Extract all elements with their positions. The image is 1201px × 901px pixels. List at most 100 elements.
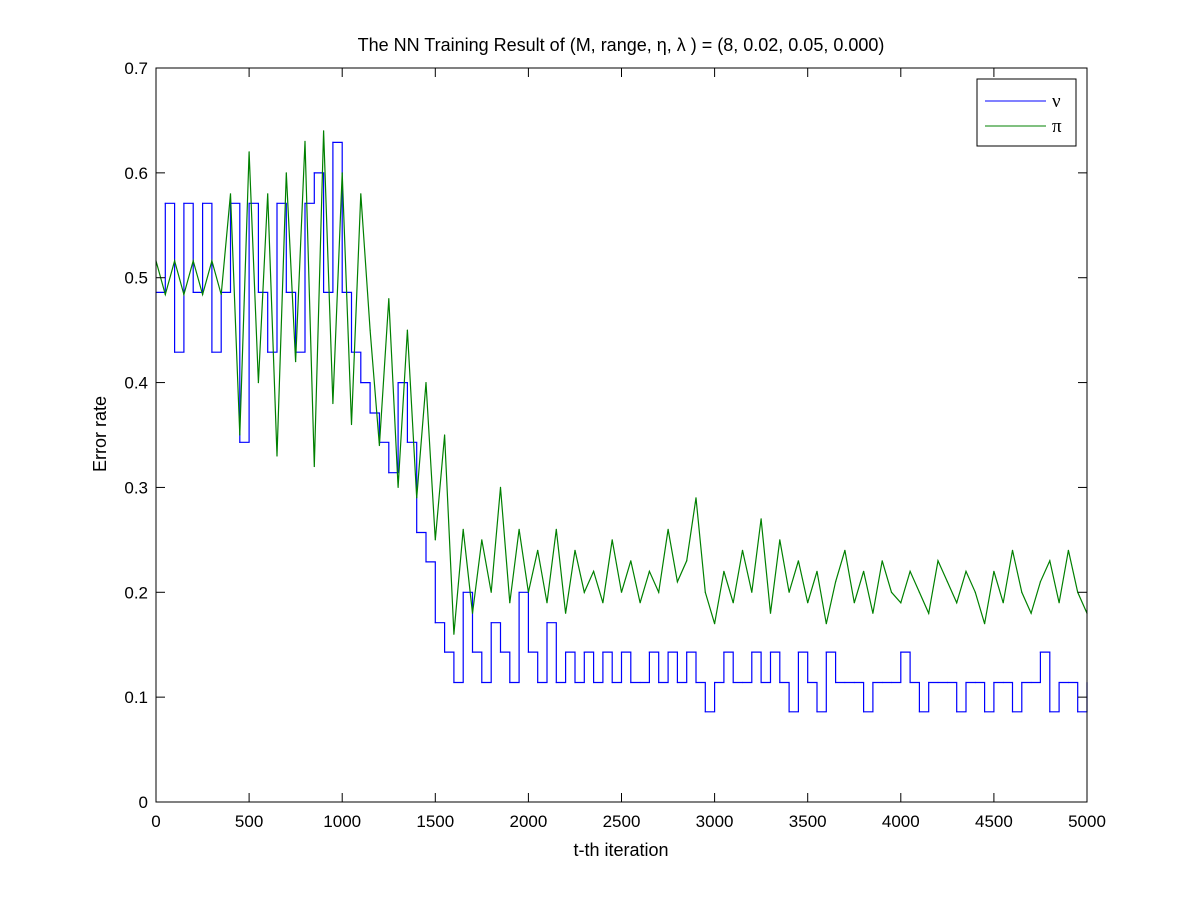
data-point — [956, 711, 958, 713]
data-point — [406, 329, 408, 331]
data-point — [518, 591, 520, 593]
data-point — [211, 260, 213, 262]
data-point — [388, 472, 390, 474]
data-point — [741, 681, 744, 684]
data-point — [965, 681, 967, 684]
data-point — [360, 382, 362, 384]
data-point — [984, 711, 986, 713]
data-point — [276, 202, 278, 204]
data-point — [1030, 681, 1032, 684]
data-point — [779, 681, 781, 684]
data-point — [341, 172, 343, 174]
data-point — [537, 681, 539, 684]
data-point — [211, 351, 213, 353]
y-tick-label: 0.4 — [124, 374, 148, 393]
data-point — [1049, 560, 1051, 562]
data-point — [946, 681, 949, 684]
data-point — [425, 382, 427, 384]
data-point — [667, 528, 669, 531]
data-point — [844, 549, 846, 551]
data-point — [658, 591, 660, 593]
data-point — [900, 651, 902, 653]
data-point — [565, 612, 567, 614]
x-tick-label: 1500 — [416, 812, 454, 831]
data-point — [788, 591, 790, 593]
data-point — [509, 681, 511, 684]
data-point — [360, 193, 362, 195]
data-point — [248, 151, 250, 153]
data-point — [574, 549, 576, 551]
data-point — [993, 570, 995, 572]
data-point — [323, 130, 325, 132]
data-point — [695, 681, 697, 684]
data-point — [350, 351, 353, 353]
data-point — [285, 291, 287, 293]
data-point — [946, 581, 949, 583]
data-point — [1039, 651, 1041, 653]
x-tick-label: 5000 — [1068, 812, 1106, 831]
data-point — [760, 681, 762, 684]
x-tick-label: 0 — [151, 812, 160, 831]
series-points-0 — [155, 141, 1088, 713]
data-point — [295, 361, 297, 363]
data-point — [686, 560, 688, 562]
data-point — [863, 570, 865, 572]
data-point — [350, 423, 353, 426]
data-point — [639, 602, 641, 604]
data-point — [816, 570, 818, 572]
data-point — [853, 681, 855, 684]
data-point — [937, 560, 939, 562]
data-point — [704, 711, 706, 713]
y-tick-label: 0 — [139, 793, 148, 812]
data-point — [229, 193, 232, 195]
data-point — [267, 193, 269, 195]
data-point — [602, 602, 604, 604]
data-point — [695, 497, 697, 499]
data-point — [248, 202, 250, 204]
data-point — [751, 651, 753, 653]
data-point — [741, 549, 744, 551]
data-point — [630, 560, 632, 562]
data-point — [202, 202, 204, 204]
data-point — [1002, 681, 1004, 684]
data-point — [956, 602, 958, 604]
data-point — [304, 202, 306, 204]
data-point — [676, 681, 679, 684]
data-point — [453, 681, 455, 684]
data-point — [1067, 681, 1069, 684]
tick-layer: 0 500 1000 1500 2000 2500 3000 3500 4000 4500 5000… — [124, 59, 1106, 831]
data-point — [1058, 602, 1060, 604]
y-tick-label: 0.7 — [124, 59, 148, 78]
data-point — [1058, 681, 1060, 684]
data-point — [630, 681, 632, 684]
data-point — [434, 539, 436, 541]
y-tick-label: 0.6 — [124, 164, 148, 183]
data-point — [257, 291, 259, 293]
data-point — [565, 651, 567, 653]
data-point — [471, 612, 474, 614]
data-point — [471, 651, 474, 653]
data-point — [620, 591, 623, 593]
data-point — [686, 651, 688, 653]
data-point — [704, 591, 706, 593]
x-tick-label: 2500 — [603, 812, 641, 831]
data-point — [202, 293, 204, 296]
data-point — [174, 351, 176, 353]
data-point — [639, 681, 641, 684]
data-point — [397, 382, 399, 384]
data-point — [276, 455, 278, 457]
data-point — [164, 293, 166, 296]
data-point — [537, 549, 539, 551]
data-point — [648, 570, 651, 572]
data-point — [164, 202, 166, 204]
data-point — [648, 651, 651, 653]
data-point — [369, 329, 371, 331]
x-tick-label: 1000 — [323, 812, 361, 831]
data-point — [388, 298, 390, 300]
data-point — [239, 434, 241, 436]
data-point — [816, 711, 818, 713]
chart-title: The NN Training Result of (M, range, η, … — [358, 35, 885, 55]
data-point — [1021, 591, 1023, 593]
y-tick-label: 0.3 — [124, 478, 148, 497]
